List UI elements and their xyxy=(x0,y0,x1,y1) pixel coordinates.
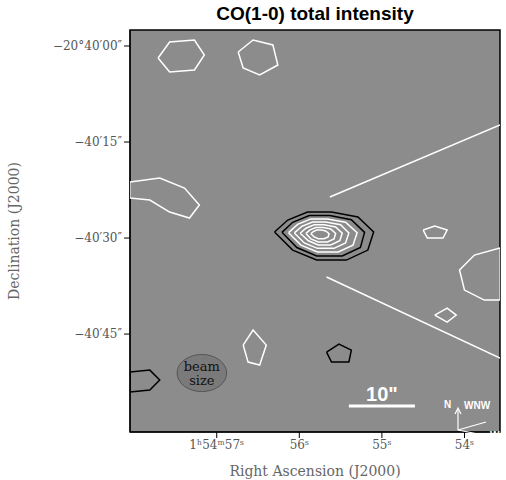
svg-text:−40′30″: −40′30″ xyxy=(74,231,122,245)
svg-text:beamsize: beamsize xyxy=(184,359,220,388)
svg-text:54ˢ: 54ˢ xyxy=(455,438,474,452)
svg-text:−20°40′00″: −20°40′00″ xyxy=(53,39,123,53)
svg-text:−40′45″: −40′45″ xyxy=(74,327,122,341)
svg-text:W: W xyxy=(490,430,500,440)
svg-text:Right Ascension (J2000): Right Ascension (J2000) xyxy=(229,463,400,479)
svg-text:N: N xyxy=(444,399,451,410)
svg-text:WNW: WNW xyxy=(464,400,491,411)
svg-text:−40′15″: −40′15″ xyxy=(74,135,122,149)
svg-text:1ʰ54ᵐ57ˢ: 1ʰ54ᵐ57ˢ xyxy=(189,438,244,452)
svg-text:56ˢ: 56ˢ xyxy=(290,438,309,452)
svg-text:55ˢ: 55ˢ xyxy=(372,438,391,452)
html-text:CO(1-0) total intensity: CO(1-0) total intensity xyxy=(216,3,414,24)
svg-text:Declination (J2000): Declination (J2000) xyxy=(6,162,22,300)
svg-text:10": 10" xyxy=(366,383,398,405)
